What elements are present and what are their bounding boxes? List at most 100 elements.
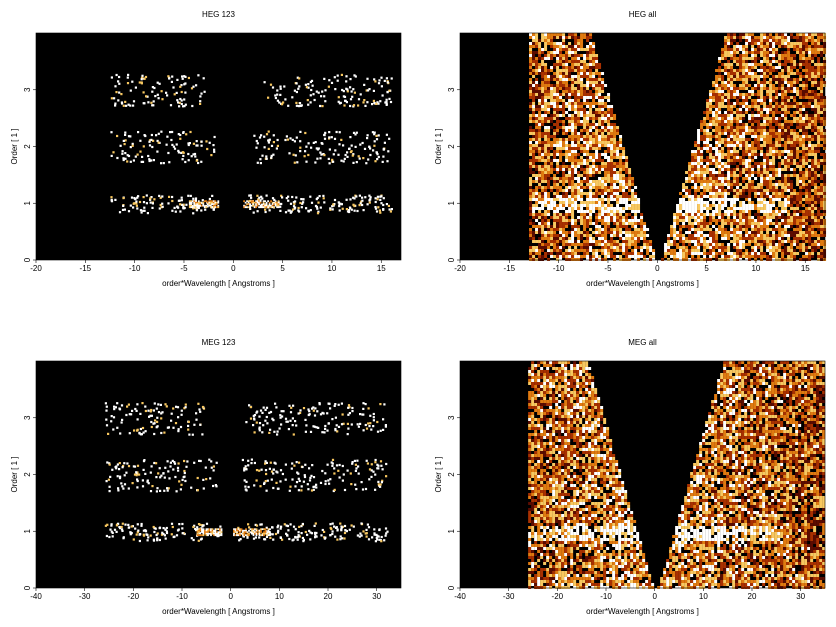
heatmap-cell [577,42,581,45]
heatmap-cell [799,180,803,183]
heatmap-cell [132,100,136,103]
heatmap-cell [538,186,542,189]
heatmap-cell [808,177,812,180]
heatmap-cell [544,141,548,144]
heatmap-cell [682,183,686,186]
heatmap-cell [595,144,599,147]
heatmap-cell [529,54,533,57]
heatmap-cell [529,48,533,51]
heatmap-cell [691,174,695,177]
heatmap-cell [535,60,539,63]
heatmap-cell [589,114,593,117]
heatmap-cell [343,157,346,160]
heatmap-cell [604,225,608,228]
heatmap-cell [727,183,731,186]
heatmap-cell [187,159,190,162]
heatmap-cell [280,202,283,206]
heatmap-cell [787,75,791,78]
heatmap-cell [556,144,560,147]
heatmap-cell [604,177,608,180]
heatmap-cell [748,138,752,141]
heatmap-cell [745,69,749,72]
heatmap-cell [745,72,749,75]
heatmap-cell [697,159,701,162]
heatmap-cell [784,174,788,177]
heatmap-cell [733,126,737,129]
heatmap-cell [589,54,593,57]
heatmap-cell [820,219,824,222]
heatmap-cell [167,202,170,205]
heatmap-cell [547,105,551,108]
heatmap-cell [257,198,260,201]
heatmap-cell [141,160,145,163]
heatmap-cell [256,200,259,203]
heatmap-cell [757,135,761,138]
heatmap-cell [562,57,566,60]
heatmap-cell [748,63,752,66]
heatmap-cell [592,51,596,54]
heatmap-cell [129,135,132,138]
heatmap-cell [814,198,818,201]
heatmap-cell [547,93,551,96]
heatmap-cell [538,105,542,108]
heatmap-cell [796,216,800,219]
heatmap-cell [766,111,770,114]
heatmap-cell [724,195,728,198]
heatmap-cell [697,207,701,210]
heatmap-cell [703,201,707,204]
heatmap-cell [793,135,797,138]
heatmap-cell [694,228,698,231]
heatmap-cell [553,198,557,201]
heatmap-cell [706,228,710,231]
heatmap-cell [808,120,812,123]
heatmap-cell [583,219,587,222]
heatmap-cell [814,105,818,108]
heatmap-cell [272,134,275,137]
heatmap-cell [799,108,803,111]
heatmap-cell [538,42,542,45]
heatmap-cell [559,195,563,198]
heatmap-cell [760,210,764,213]
heatmap-cell [217,201,220,204]
heatmap-cell [604,171,608,174]
heatmap-cell [529,183,533,186]
heatmap-cell [742,54,746,57]
heatmap-cell [562,102,566,105]
heatmap-cell [727,81,731,84]
heatmap-cell [267,200,269,203]
heatmap-cell [760,36,764,39]
heatmap-cell [568,204,572,207]
heatmap-cell [817,132,821,135]
heatmap-cell [342,144,345,147]
heatmap-cell [132,159,135,162]
heatmap-cell [375,151,378,154]
heatmap-cell [769,201,773,204]
heatmap-cell [613,180,617,183]
heatmap-cell [772,156,776,159]
heatmap-cell [529,51,533,54]
heatmap-cell [571,192,575,195]
heatmap-cell [823,168,827,171]
heatmap-cell [323,154,326,157]
heatmap-cell [745,216,749,219]
heatmap-cell [742,156,746,159]
heatmap-cell [808,45,812,48]
heatmap-cell [736,57,740,60]
heatmap-cell [820,216,824,219]
heatmap-cell [781,33,785,36]
heatmap-cell [700,123,704,126]
heatmap-cell [598,66,602,69]
heatmap-cell [243,204,245,207]
heatmap-cell [727,189,731,192]
heatmap-cell [215,201,218,204]
heatmap-cell [565,102,569,105]
heatmap-cell [385,98,388,101]
heatmap-cell [547,192,551,195]
heatmap-cell [544,174,548,177]
heatmap-cell [613,219,617,222]
heatmap-cell [156,150,159,153]
heatmap-cell [727,60,731,63]
heatmap-cell [129,160,132,163]
heatmap-cell [784,225,788,228]
heatmap-cell [610,111,614,114]
